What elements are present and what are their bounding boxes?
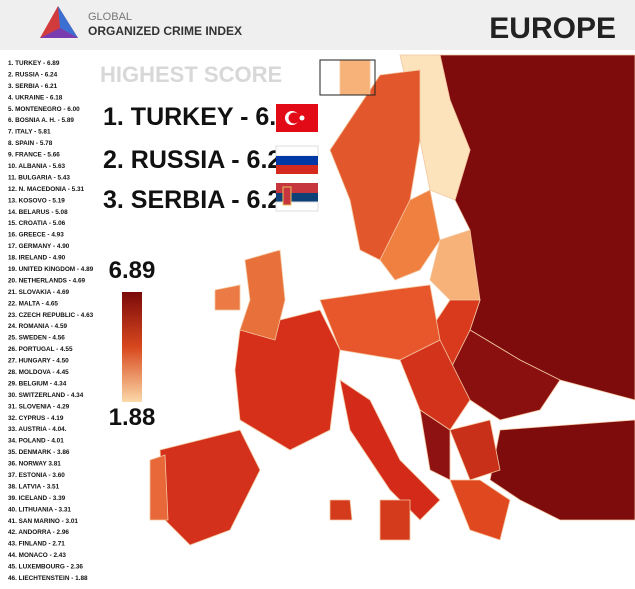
- subtitle: ORGANIZED CRIME INDEX: [88, 24, 242, 38]
- ranking-item: 32. CYPRUS - 4.19: [8, 415, 64, 422]
- highlight-title: HIGHEST SCORE: [100, 62, 282, 87]
- ranking-item: 35. DENMARK - 3.86: [8, 449, 70, 456]
- ranking-item: 45. LUXEMBOURG - 2.36: [8, 564, 83, 571]
- top-item: 1. TURKEY - 6.89: [103, 103, 304, 131]
- top-item: 2. RUSSIA - 6.24: [103, 146, 295, 174]
- header-bar: [0, 0, 635, 50]
- ranking-item: 13. KOSOVO - 5.19: [8, 197, 65, 204]
- ranking-item: 21. SLOVAKIA - 4.69: [8, 289, 70, 296]
- ranking-item: 44. MONACO - 2.43: [8, 552, 66, 559]
- flag-russia: [275, 145, 319, 174]
- region-title: EUROPE: [489, 12, 616, 45]
- logo: [40, 6, 78, 38]
- ranking-item: 33. AUSTRIA - 4.04.: [8, 426, 67, 433]
- ranking-item: 16. GREECE - 4.93: [8, 232, 64, 239]
- legend-scale: [122, 292, 142, 402]
- ranking-item: 18. IRELAND - 4.90: [8, 255, 66, 262]
- ranking-item: 23. CZECH REPUBLIC - 4.63: [8, 312, 94, 319]
- ranking-item: 12. N. MACEDONIA - 5.31: [8, 186, 85, 193]
- map: [149, 54, 635, 546]
- ranking-item: 9. FRANCE - 5.66: [8, 152, 60, 159]
- ranking-item: 15. CROATIA - 5.06: [8, 220, 66, 227]
- ranking-item: 43. FINLAND - 2.71: [8, 541, 65, 548]
- ranking-item: 17. GERMANY - 4.90: [8, 243, 70, 250]
- ranking-item: 37. ESTONIA - 3.60: [8, 472, 65, 479]
- ranking-item: 19. UNITED KINGDOM - 4.89: [8, 266, 94, 273]
- ranking-item: 46. LIECHTENSTEIN - 1.88: [8, 575, 88, 582]
- top-item: 3. SERBIA - 6.21: [103, 186, 295, 214]
- flag-turkey: [276, 104, 318, 132]
- ranking-item: 2. RUSSIA - 6.24: [8, 71, 58, 78]
- flag-serbia: [275, 183, 319, 212]
- ranking-item: 5. MONTENEGRO - 6.00: [8, 106, 80, 113]
- legend-max: 6.89: [109, 257, 156, 284]
- ranking-item: 3. SERBIA - 6.21: [8, 83, 58, 90]
- ranking-item: 40. LITHUANIA - 3.31: [8, 506, 71, 513]
- ranking-item: 30. SWITZERLAND - 4.34: [8, 392, 84, 399]
- ranking-item: 1. TURKEY - 6.89: [8, 60, 60, 67]
- ranking-item: 14. BELARUS - 5.08: [8, 209, 68, 216]
- ranking-item: 27. HUNGARY - 4.50: [8, 358, 69, 365]
- ranking-item: 6. BOSNIA A. H. - 5.89: [8, 117, 74, 124]
- ranking-item: 38. LATVIA - 3.51: [8, 483, 60, 490]
- ranking-item: 29. BELGIUM - 4.34: [8, 380, 67, 387]
- ranking-item: 39. ICELAND - 3.39: [8, 495, 66, 502]
- ranking-item: 25. SWEDEN - 4.56: [8, 335, 65, 342]
- brand: GLOBAL: [88, 11, 132, 23]
- ranking-item: 4. UKRAINE - 6.18: [8, 94, 63, 101]
- ranking-item: 11. BULGARIA - 5.43: [8, 174, 70, 181]
- ranking-item: 22. MALTA - 4.65: [8, 300, 58, 307]
- ranking-item: 28. MOLDOVA - 4.45: [8, 369, 69, 376]
- ranking-item: 34. POLAND - 4.01: [8, 438, 64, 445]
- ranking-item: 41. SAN MARINO - 3.01: [8, 518, 78, 525]
- ranking-item: 31. SLOVENIA - 4.29: [8, 403, 70, 410]
- legend-min: 1.88: [109, 404, 156, 431]
- ranking-item: 8. SPAIN - 5.78: [8, 140, 53, 147]
- ranking-item: 26. PORTUGAL - 4.55: [8, 346, 73, 353]
- ranking-item: 20. NETHERLANDS - 4.69: [8, 277, 86, 284]
- ranking-item: 7. ITALY - 5.81: [8, 129, 51, 136]
- ranking-item: 24. ROMANIA - 4.59: [8, 323, 68, 330]
- ranking-item: 36. NORWAY 3.81: [8, 461, 61, 468]
- ranking-list: 1. TURKEY - 6.89 2. RUSSIA - 6.24 3. SERBI…: [8, 60, 94, 582]
- ranking-item: 10. ALBANIA - 5.63: [8, 163, 66, 170]
- ranking-item: 42. ANDORRA - 2.96: [8, 529, 69, 536]
